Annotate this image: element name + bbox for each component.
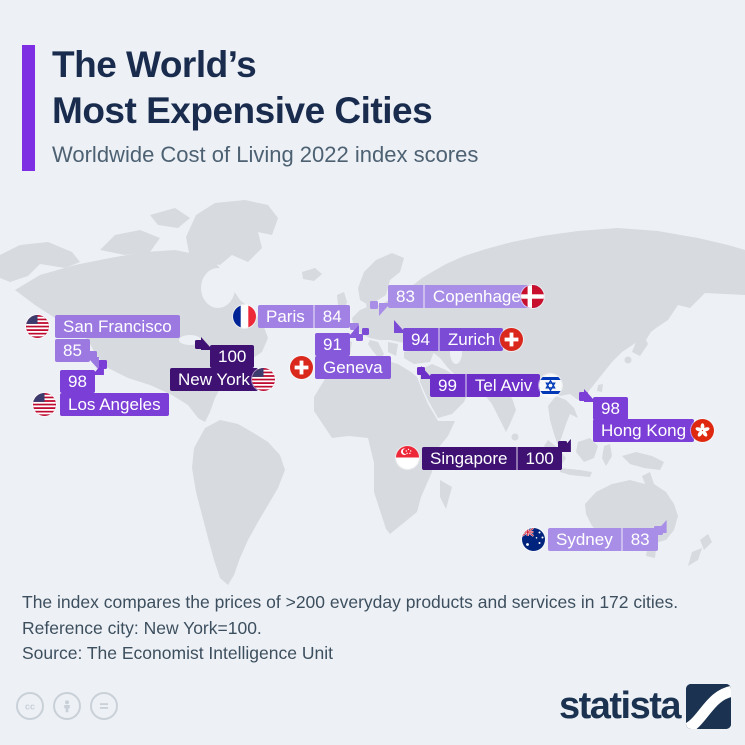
city-score: 91 xyxy=(323,334,342,354)
footnote-line2: Reference city: New York=100. xyxy=(22,618,262,638)
city-name: Paris xyxy=(266,306,305,326)
city-score: 83 xyxy=(396,286,415,306)
ch-flag-icon xyxy=(290,356,313,379)
au-flag-icon xyxy=(522,528,545,551)
us-flag-icon xyxy=(33,393,56,416)
sg-flag-icon xyxy=(396,446,419,469)
city-name: Sydney xyxy=(556,529,613,549)
city-score: 84 xyxy=(322,306,342,326)
ch-flag-icon xyxy=(500,328,523,351)
dk-flag-icon xyxy=(521,285,544,308)
label-pointer xyxy=(201,337,213,350)
city-marker xyxy=(88,351,97,360)
label-pointer xyxy=(92,362,104,375)
attribution-icon[interactable] xyxy=(53,692,81,720)
city-score-box: 98 xyxy=(60,362,104,393)
label-divider xyxy=(437,328,440,351)
statista-logo[interactable]: statista xyxy=(559,684,731,729)
city-label: Paris 84 xyxy=(258,305,359,336)
city-label: Sydney 83 xyxy=(548,520,667,551)
source-note: Source: The Economist Intelligence Unit xyxy=(22,643,333,663)
city-label: 94 Zurich xyxy=(394,320,504,351)
label-divider xyxy=(515,447,518,470)
city-name: Copenhagen xyxy=(432,286,531,306)
footnote-line1: The index compares the prices of >200 ev… xyxy=(22,592,679,612)
city-score: 98 xyxy=(68,371,87,391)
hk-flag-icon xyxy=(691,419,714,442)
city-label: 99 Tel Aviv xyxy=(421,366,541,397)
city-name-box: San Francisco xyxy=(55,315,180,338)
city-score-box: 98 xyxy=(584,389,628,420)
city-label: 83 Copenhagen xyxy=(379,285,539,316)
city-score-box: 100 xyxy=(201,337,255,368)
label-pointer xyxy=(584,389,596,402)
city-marker xyxy=(370,301,378,309)
city-name: New York xyxy=(178,369,250,389)
city-name-box: New York xyxy=(170,368,258,391)
fr-flag-icon xyxy=(233,305,256,328)
us-flag-icon xyxy=(252,368,275,391)
city-marker xyxy=(195,340,204,349)
city-score-box: 91 xyxy=(315,325,359,356)
title-accent-bar xyxy=(22,45,35,171)
label-divider xyxy=(422,285,425,308)
label-pointer xyxy=(87,357,99,370)
label-pointer xyxy=(654,520,667,533)
city-name: Zurich xyxy=(447,329,496,349)
city-score: 100 xyxy=(218,346,247,366)
cc-icon[interactable]: cc xyxy=(16,692,44,720)
statista-wordmark: statista xyxy=(558,685,682,727)
city-score-box: 85 xyxy=(55,339,99,370)
label-divider xyxy=(620,528,623,551)
label-pointer xyxy=(394,320,406,333)
city-score: 83 xyxy=(630,529,650,549)
city-marker xyxy=(362,328,369,335)
city-name: San Francisco xyxy=(63,316,172,336)
city-name-box: Geneva xyxy=(315,356,391,379)
no-derivatives-icon[interactable] xyxy=(90,692,118,720)
statista-logo-icon xyxy=(686,684,731,729)
label-divider xyxy=(464,374,467,397)
city-score: 99 xyxy=(438,375,457,395)
city-marker xyxy=(356,334,363,341)
city-marker xyxy=(579,392,588,401)
city-score: 85 xyxy=(63,340,82,360)
city-score: 98 xyxy=(601,398,620,418)
page-title-line1: The World’s xyxy=(52,44,257,85)
license-icons: cc xyxy=(16,692,118,720)
city-score: 100 xyxy=(525,448,554,468)
label-divider xyxy=(312,305,315,328)
city-name: Singapore xyxy=(430,448,508,468)
label-pointer xyxy=(379,303,391,316)
city-score: 94 xyxy=(411,329,430,349)
page-subtitle: Worldwide Cost of Living 2022 index scor… xyxy=(52,142,479,167)
city-name: Hong Kong xyxy=(601,420,687,440)
city-label: Singapore 100 xyxy=(422,439,571,470)
page-title-line2: Most Expensive Cities xyxy=(52,90,433,131)
svg-text:cc: cc xyxy=(25,702,35,712)
city-name: Tel Aviv xyxy=(474,375,533,395)
city-name-box: Los Angeles xyxy=(60,393,169,416)
us-flag-icon xyxy=(26,315,49,338)
il-flag-icon xyxy=(539,374,562,397)
city-name: Geneva xyxy=(323,357,383,377)
city-marker xyxy=(558,441,567,450)
city-name-box: Hong Kong xyxy=(593,419,695,442)
label-pointer xyxy=(559,439,571,452)
city-name: Los Angeles xyxy=(68,394,161,414)
